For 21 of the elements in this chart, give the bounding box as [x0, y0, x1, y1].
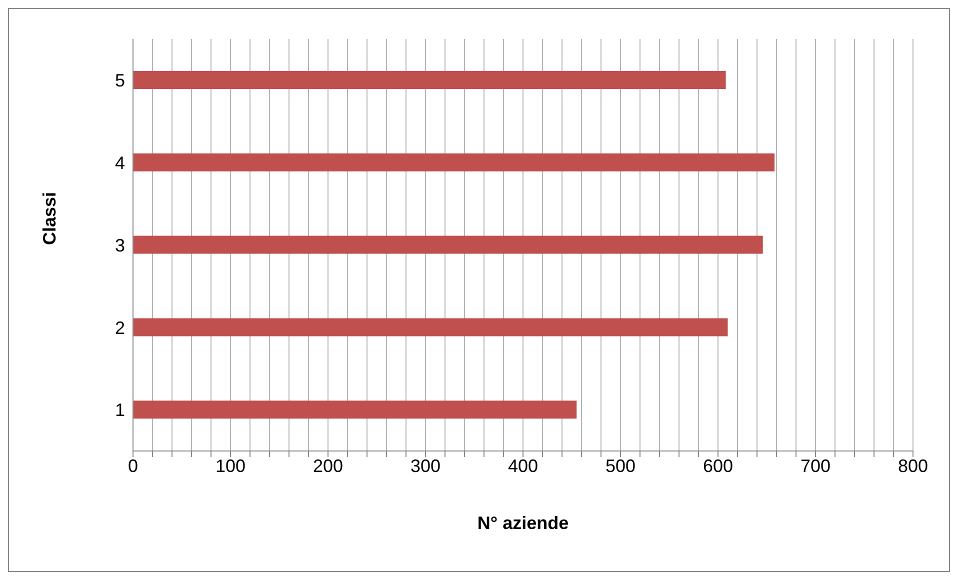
x-tick-label: 800: [898, 456, 928, 476]
x-axis-title: N° aziende: [477, 513, 569, 533]
bar: [133, 318, 728, 336]
x-tick-label: 0: [128, 456, 138, 476]
x-tick-label: 600: [702, 456, 734, 476]
y-tick-label: 4: [114, 152, 125, 173]
bar: [133, 71, 726, 89]
x-tick-label: 100: [215, 456, 246, 476]
bar: [133, 236, 763, 254]
y-axis-title: Classi: [39, 192, 60, 245]
y-tick-label: 5: [114, 70, 125, 91]
bar: [133, 400, 577, 419]
x-tick-label: 400: [508, 456, 538, 476]
x-tick-label: 700: [800, 456, 831, 476]
bar: [133, 153, 775, 172]
x-tick-label: 200: [312, 456, 344, 476]
y-tick-label: 3: [114, 235, 125, 256]
y-tick-label: 1: [114, 400, 125, 420]
y-tick-label: 2: [114, 318, 125, 338]
x-tick-label: 500: [605, 456, 636, 476]
x-tick-label: 300: [410, 456, 441, 476]
